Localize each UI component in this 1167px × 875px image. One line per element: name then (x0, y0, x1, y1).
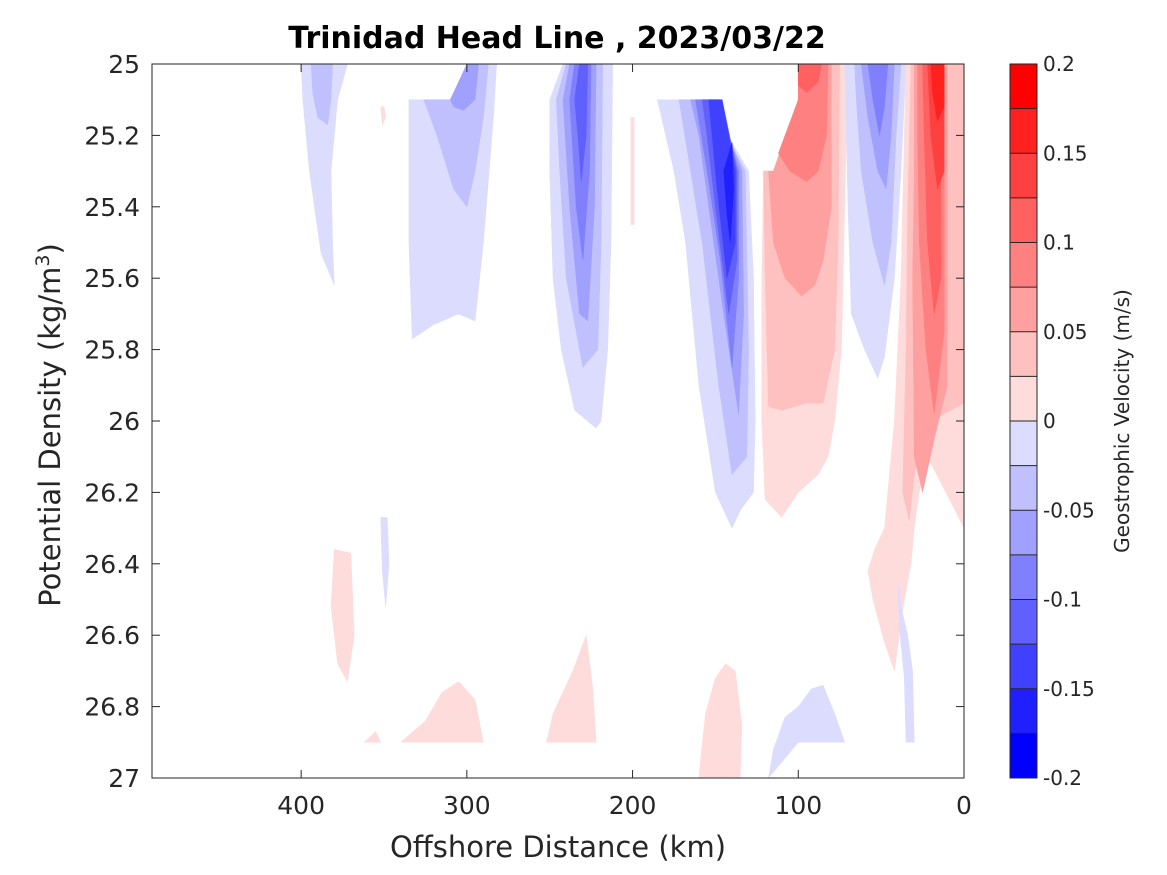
colorbar-band (1010, 331, 1037, 377)
colorbar-label: Geostrophic Velocity (m/s) (1110, 289, 1134, 553)
contour-pos-bottom-235 (546, 635, 597, 743)
contour-pos-bottom-145 (698, 663, 743, 779)
chart-title: Trinidad Head Line , 2023/03/22 (288, 21, 825, 56)
colorbar-band (1010, 599, 1037, 645)
colorbar-band (1010, 510, 1037, 555)
colorbar-tick-label: -0.05 (1043, 498, 1095, 522)
contour-fills (300, 63, 965, 779)
contour-neg-bottom-30 (897, 581, 915, 743)
colorbar-tick-label: -0.1 (1043, 588, 1082, 612)
contour-neg-bottom-100 (768, 684, 846, 779)
colorbar-band (1010, 465, 1037, 511)
colorbar-band (1010, 64, 1037, 109)
colorbar-band (1010, 421, 1037, 466)
colorbar-tick-label: 0.15 (1043, 141, 1088, 165)
plot-area: 400 300 200 100 0 25 25.2 25.4 25.6 25.8 26 26.2 26… (84, 50, 972, 820)
colorbar-band (1010, 197, 1037, 243)
colorbar: 0.2 0.15 0.1 0.05 0 -0.05 -0.1 -0.15 -0.2 (1009, 52, 1095, 790)
y-tick-label: 25.6 (84, 264, 140, 293)
contour-pos-far-385 (330, 549, 355, 683)
y-tick-label: 26 (108, 407, 140, 436)
colorbar-band (1010, 644, 1037, 689)
contour-pos-bottom-300 (399, 681, 484, 743)
x-tick-label: 200 (609, 791, 657, 820)
x-axis-label: Offshore Distance (km) (390, 830, 726, 864)
colorbar-tick-label: -0.15 (1043, 677, 1095, 701)
contour-pos-slim-200 (630, 117, 635, 225)
colorbar-bands (1010, 64, 1037, 778)
y-axis-label-main: Potential Density (kg/m (33, 267, 67, 607)
colorbar-tick-label: 0.1 (1043, 231, 1075, 255)
y-tick-label: 25 (108, 50, 140, 79)
x-axis: 400 300 200 100 0 (277, 64, 972, 820)
contour-neg-band-392 (300, 63, 348, 286)
contour-pos-b4-100 (778, 63, 829, 183)
contour-neg-b6-150 (708, 99, 736, 279)
colorbar-band (1010, 688, 1037, 734)
y-tick-label: 26.6 (84, 621, 140, 650)
colorbar-band (1010, 376, 1037, 421)
x-tick-label: 400 (277, 791, 325, 820)
colorbar-frame (1009, 63, 1038, 779)
y-tick-label: 25.8 (84, 336, 140, 365)
colorbar-tick-label: 0.2 (1043, 52, 1075, 76)
colorbar-tick-label: -0.2 (1043, 766, 1082, 790)
contour-pos-sliver-348 (380, 106, 386, 126)
y-tick-label: 26.8 (84, 693, 140, 722)
y-axis-label: Potential Density (kg/m3) (32, 243, 67, 607)
colorbar-ticks: 0.2 0.15 0.1 0.05 0 -0.05 -0.1 -0.15 -0.2 (1043, 52, 1095, 790)
x-tick-label: 0 (956, 791, 972, 820)
colorbar-band (1010, 287, 1037, 332)
colorbar-band (1010, 153, 1037, 198)
colorbar-band (1010, 554, 1037, 600)
contour-neg-sliver-350 (380, 517, 390, 607)
contour-pos-bottom-360 (363, 731, 382, 743)
colorbar-tick-label: 0.05 (1043, 320, 1088, 344)
y-axis-label-close: ) (33, 243, 67, 254)
y-tick-label: 26.2 (84, 478, 140, 507)
contour-neg-core-150 (723, 142, 734, 243)
colorbar-band (1010, 108, 1037, 154)
y-axis-label-superscript: 3 (32, 254, 54, 266)
y-tick-label: 26.4 (84, 550, 140, 579)
y-tick-label: 27 (108, 764, 140, 793)
colorbar-band (1010, 733, 1037, 778)
x-tick-label: 300 (443, 791, 491, 820)
y-axis: 25 25.2 25.4 25.6 25.8 26 26.2 26.4 26.6 26.8 27 (84, 50, 964, 793)
colorbar-tick-label: 0 (1043, 409, 1056, 433)
y-tick-label: 25.4 (84, 193, 140, 222)
colorbar-band (1010, 242, 1037, 288)
x-tick-label: 100 (774, 791, 822, 820)
y-tick-label: 25.2 (84, 121, 140, 150)
